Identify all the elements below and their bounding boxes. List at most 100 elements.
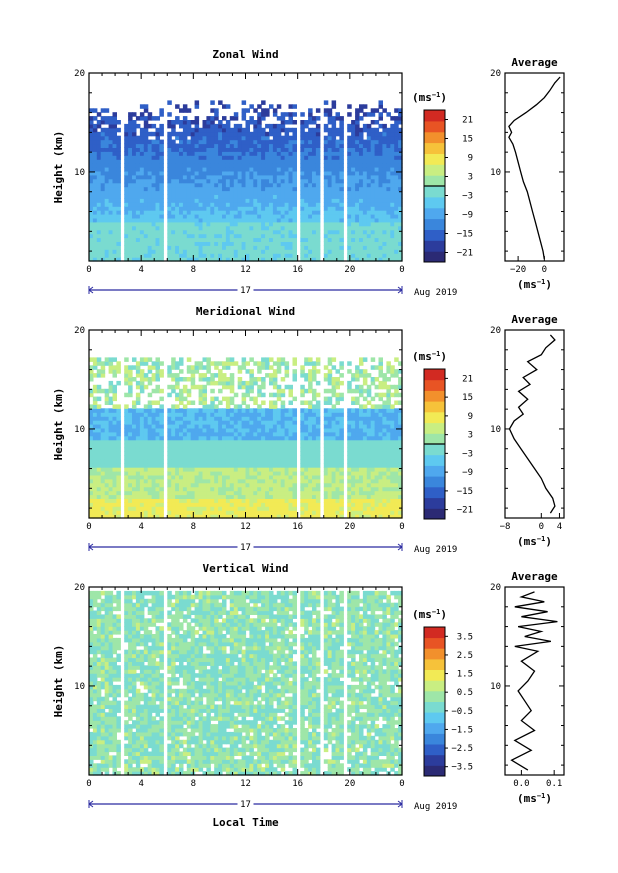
heatmap-cell [186, 206, 192, 211]
heatmap-cell [225, 127, 231, 133]
heatmap-cell [159, 233, 164, 239]
heatmap-cell [304, 170, 309, 176]
heatmap-cell [237, 478, 243, 484]
heatmap-cell [210, 170, 215, 176]
heatmap-cell [112, 427, 117, 433]
heatmap-cell [116, 404, 121, 409]
heatmap-cell [135, 373, 141, 378]
heatmap-cell [362, 190, 368, 195]
heatmap-cell [233, 435, 239, 441]
heatmap-cell [312, 369, 317, 374]
heatmap-cell [280, 510, 286, 515]
heatmap-cell [276, 369, 282, 374]
heatmap-cell [147, 221, 153, 227]
heatmap-cell [245, 135, 250, 141]
heatmap-cell [159, 217, 164, 223]
heatmap-cell [284, 463, 290, 468]
heatmap-cell [351, 143, 356, 148]
heatmap-cell [155, 190, 160, 195]
heatmap-cell [331, 253, 337, 258]
heatmap-cell [222, 471, 227, 476]
heatmap-cell [398, 120, 403, 125]
heatmap-cell [116, 237, 121, 242]
heatmap-cell [229, 388, 235, 394]
heatmap-cell [225, 241, 231, 246]
heatmap-cell [112, 167, 117, 172]
heatmap-cell [288, 104, 293, 109]
heatmap-cell [139, 506, 145, 511]
heatmap-cell [245, 167, 250, 172]
heatmap-cell [222, 159, 227, 164]
heatmap-cell [300, 388, 305, 394]
heatmap-cell [128, 206, 133, 211]
heatmap-cell [167, 510, 172, 515]
heatmap-cell [218, 447, 223, 452]
heatmap-cell [135, 392, 141, 398]
heatmap-cell [151, 147, 157, 152]
heatmap-cell [265, 506, 270, 511]
heatmap-cell [132, 237, 137, 242]
heatmap-cell [116, 474, 121, 480]
heatmap-cell [398, 257, 403, 262]
heatmap-cell [237, 506, 243, 511]
heatmap-cell [124, 233, 129, 239]
colorbar-unit-close: ) [440, 91, 447, 104]
heatmap-cell [147, 486, 153, 492]
heatmap-cell [139, 482, 145, 488]
heatmap-cell [312, 198, 317, 203]
heatmap-cell [100, 167, 106, 172]
heatmap-cell [359, 170, 364, 176]
heatmap-cell [179, 151, 184, 156]
heatmap-cell [202, 237, 207, 242]
heatmap-cell [198, 131, 204, 137]
heatmap-cell [229, 408, 235, 413]
date-suffix: Aug 2019 [414, 288, 457, 298]
heatmap-cell [225, 498, 231, 503]
heatmap-cell [327, 249, 333, 254]
heatmap-cell [355, 159, 360, 164]
heatmap-cell [265, 510, 270, 515]
heatmap-cell [292, 182, 297, 188]
heatmap-cell [359, 206, 364, 211]
heatmap-cell [92, 459, 98, 464]
heatmap-cell [182, 233, 188, 239]
heatmap-cell [108, 357, 114, 362]
heatmap-cell [237, 447, 243, 452]
heatmap-cell [276, 510, 282, 515]
heatmap-cell [304, 471, 309, 476]
heatmap-cell [339, 127, 344, 133]
heatmap-cell [249, 225, 254, 231]
heatmap-cell [284, 217, 290, 223]
heatmap-cell [300, 498, 305, 503]
profile-title: Average [511, 56, 558, 69]
heatmap-cell [237, 186, 243, 192]
heatmap-cell [378, 217, 383, 223]
heatmap-cell [386, 210, 391, 215]
heatmap-cell [245, 443, 250, 449]
heatmap-cell [378, 135, 383, 141]
heatmap-cell [269, 357, 274, 362]
heatmap-cell [112, 443, 117, 449]
heatmap-cell [194, 384, 200, 390]
heatmap-cell [100, 249, 106, 254]
heatmap-cell [159, 163, 164, 168]
heatmap-cell [89, 510, 94, 515]
heatmap-cell [194, 447, 200, 452]
heatmap-cell [359, 257, 364, 262]
heatmap-cell [218, 459, 223, 464]
heatmap-cell [308, 467, 313, 472]
heatmap-cell [327, 159, 333, 164]
heatmap-cell [167, 112, 172, 117]
heatmap-cell [182, 478, 188, 484]
heatmap-cell [100, 424, 106, 429]
heatmap-cell [265, 174, 270, 180]
heatmap-cell [245, 139, 250, 145]
heatmap-cell [300, 506, 305, 511]
heatmap-cell [386, 202, 391, 207]
heatmap-cell [139, 245, 145, 250]
heatmap-cell [288, 416, 293, 421]
heatmap-cell [206, 135, 211, 141]
heatmap-cell [398, 151, 403, 156]
heatmap-cell [147, 139, 153, 145]
heatmap-cell [366, 233, 372, 239]
